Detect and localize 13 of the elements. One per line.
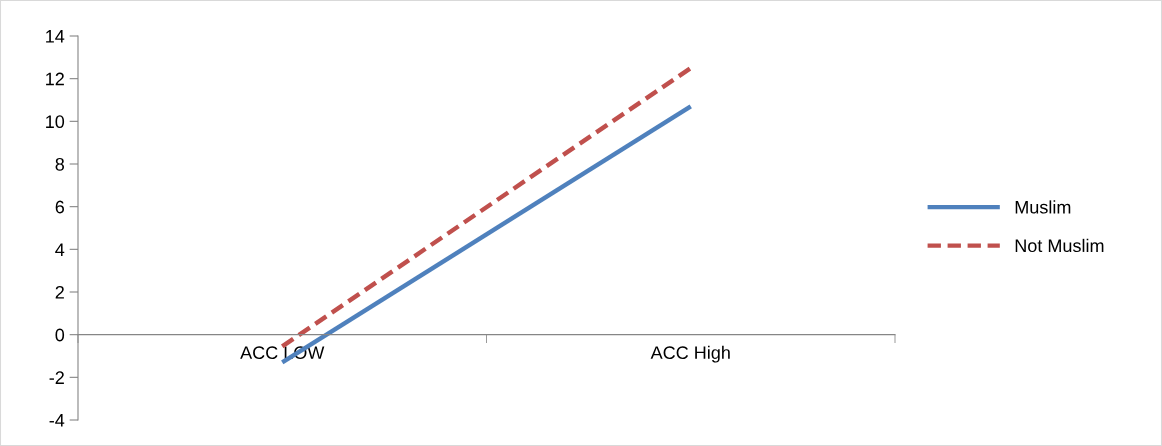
y-tick-label: 14	[46, 30, 65, 43]
x-tick-label: ACC High	[650, 345, 730, 363]
y-tick-label: 10	[46, 115, 65, 129]
y-tick-label: 2	[55, 285, 64, 299]
y-tick-label: -4	[49, 414, 65, 427]
legend-label: Not Muslim	[1015, 238, 1104, 253]
y-tick-label: 4	[55, 243, 65, 256]
legend-label: Muslim	[1015, 200, 1071, 214]
y-tick-label: 6	[55, 200, 65, 214]
y-tick-label: 0	[55, 328, 65, 342]
y-tick-label: 12	[46, 72, 64, 86]
y-tick-label: -2	[49, 371, 64, 384]
y-tick-label: 8	[55, 157, 65, 171]
